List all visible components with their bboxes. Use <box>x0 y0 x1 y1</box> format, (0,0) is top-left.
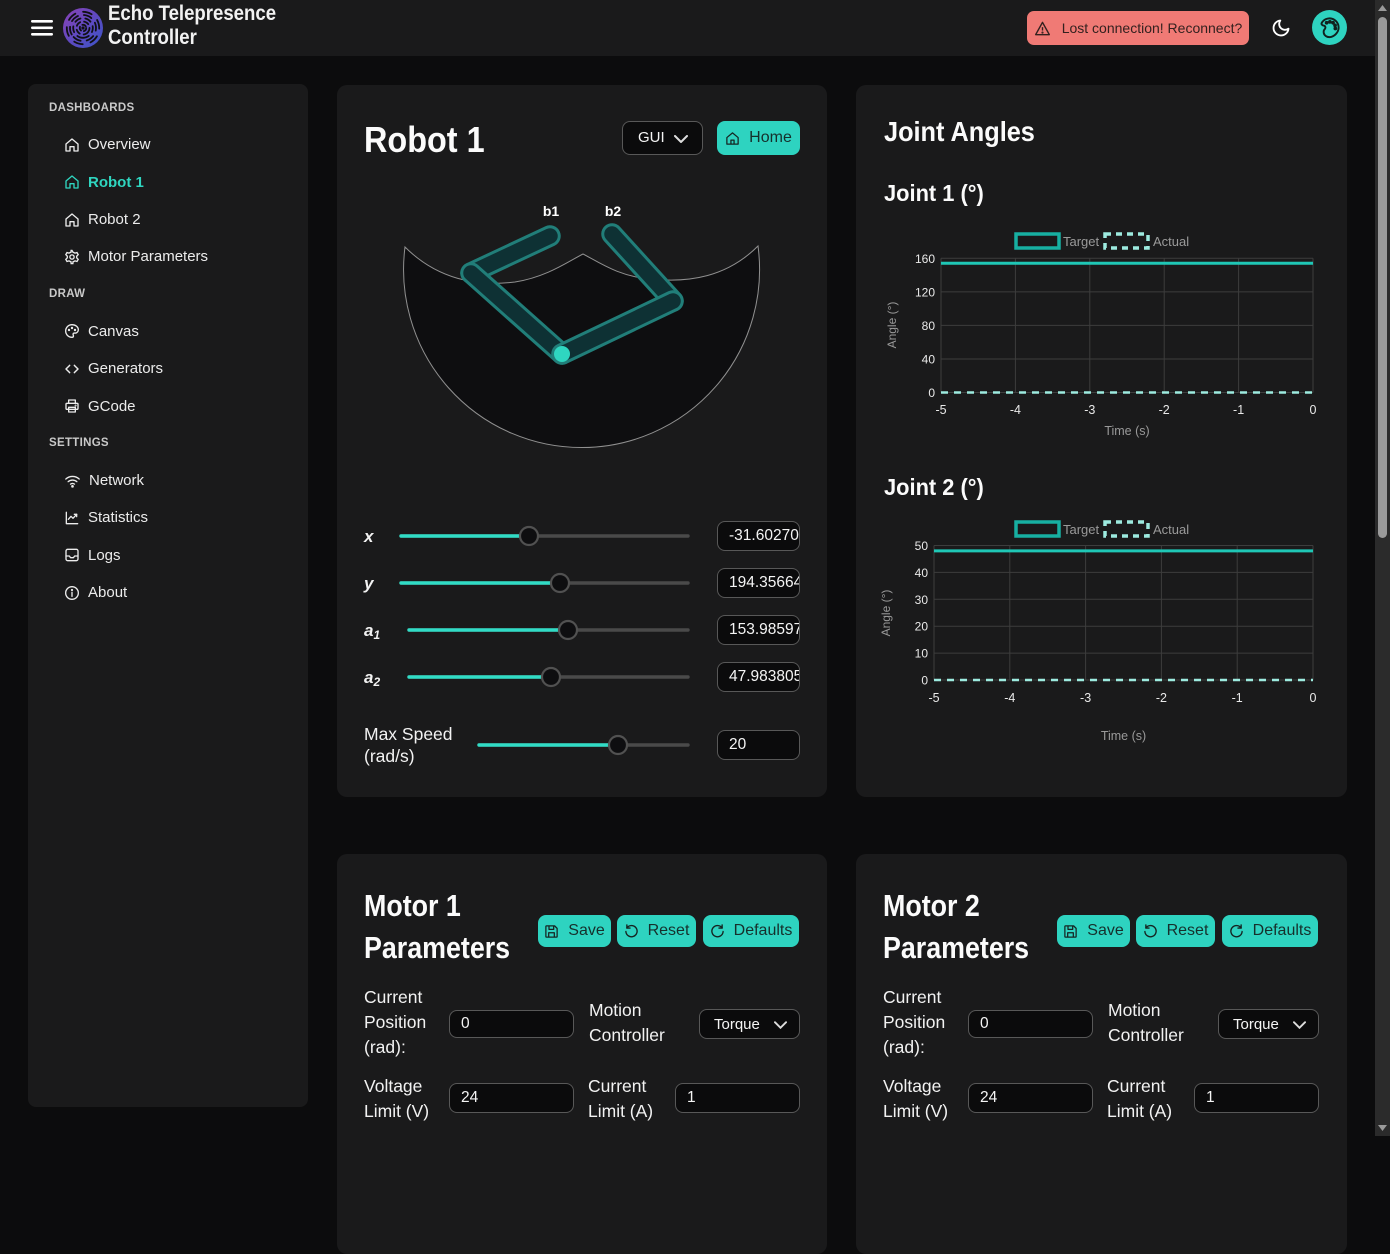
svg-text:Target: Target <box>1063 234 1100 249</box>
svg-text:Time (s): Time (s) <box>1101 729 1146 743</box>
svg-text:Target: Target <box>1063 522 1100 537</box>
svg-text:-4: -4 <box>1004 691 1015 705</box>
svg-text:-4: -4 <box>1010 403 1021 417</box>
svg-text:b2: b2 <box>605 203 622 219</box>
svg-text:Actual: Actual <box>1153 234 1189 249</box>
svg-text:120: 120 <box>915 286 935 300</box>
svg-text:160: 160 <box>915 252 935 266</box>
svg-text:20: 20 <box>915 620 929 634</box>
svg-text:-1: -1 <box>1232 691 1243 705</box>
svg-text:Angle (°): Angle (°) <box>879 590 893 637</box>
svg-text:Angle (°): Angle (°) <box>885 302 899 349</box>
svg-text:b1: b1 <box>543 203 560 219</box>
svg-text:0: 0 <box>1310 691 1317 705</box>
svg-text:50: 50 <box>915 539 929 553</box>
svg-text:-3: -3 <box>1084 403 1095 417</box>
svg-text:0: 0 <box>1310 403 1317 417</box>
svg-text:40: 40 <box>922 353 936 367</box>
svg-text:10: 10 <box>915 647 929 661</box>
svg-text:Actual: Actual <box>1153 522 1189 537</box>
svg-text:-2: -2 <box>1156 691 1167 705</box>
svg-text:0: 0 <box>928 386 935 400</box>
svg-text:30: 30 <box>915 593 929 607</box>
svg-text:-1: -1 <box>1233 403 1244 417</box>
svg-text:80: 80 <box>922 319 936 333</box>
svg-text:-3: -3 <box>1080 691 1091 705</box>
svg-text:-5: -5 <box>928 691 939 705</box>
svg-text:Time (s): Time (s) <box>1104 424 1149 438</box>
svg-text:40: 40 <box>915 566 929 580</box>
svg-text:-2: -2 <box>1159 403 1170 417</box>
svg-text:0: 0 <box>921 674 928 688</box>
svg-text:-5: -5 <box>935 403 946 417</box>
